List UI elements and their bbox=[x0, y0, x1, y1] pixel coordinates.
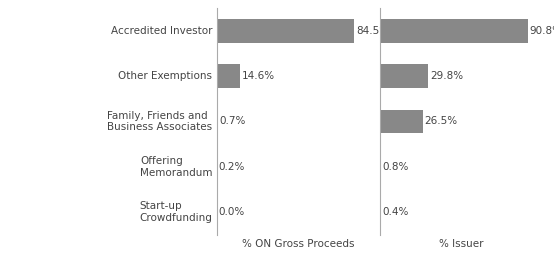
Bar bbox=[217, 110, 218, 133]
Bar bbox=[379, 200, 381, 224]
Text: 84.5%: 84.5% bbox=[356, 26, 389, 36]
Bar bbox=[217, 64, 240, 88]
Text: 14.6%: 14.6% bbox=[242, 71, 275, 81]
Text: Other Exemptions: Other Exemptions bbox=[119, 71, 212, 81]
Bar bbox=[379, 155, 381, 179]
Text: 0.4%: 0.4% bbox=[382, 207, 408, 217]
Text: 0.7%: 0.7% bbox=[219, 116, 246, 127]
Text: Family, Friends and
Business Associates: Family, Friends and Business Associates bbox=[107, 111, 212, 132]
Text: 90.8%: 90.8% bbox=[530, 26, 554, 36]
Bar bbox=[217, 19, 355, 43]
Text: Start-up
Crowdfunding: Start-up Crowdfunding bbox=[140, 201, 212, 223]
Text: Offering
Memorandum: Offering Memorandum bbox=[140, 156, 212, 178]
Text: 26.5%: 26.5% bbox=[424, 116, 458, 127]
X-axis label: % ON Gross Proceeds: % ON Gross Proceeds bbox=[242, 239, 355, 249]
Bar bbox=[379, 110, 423, 133]
Text: 0.0%: 0.0% bbox=[218, 207, 244, 217]
X-axis label: % Issuer: % Issuer bbox=[439, 239, 484, 249]
Text: Accredited Investor: Accredited Investor bbox=[111, 26, 212, 36]
Text: 0.8%: 0.8% bbox=[383, 162, 409, 172]
Text: 29.8%: 29.8% bbox=[430, 71, 463, 81]
Bar bbox=[379, 19, 528, 43]
Text: 0.2%: 0.2% bbox=[218, 162, 245, 172]
Bar bbox=[379, 64, 428, 88]
